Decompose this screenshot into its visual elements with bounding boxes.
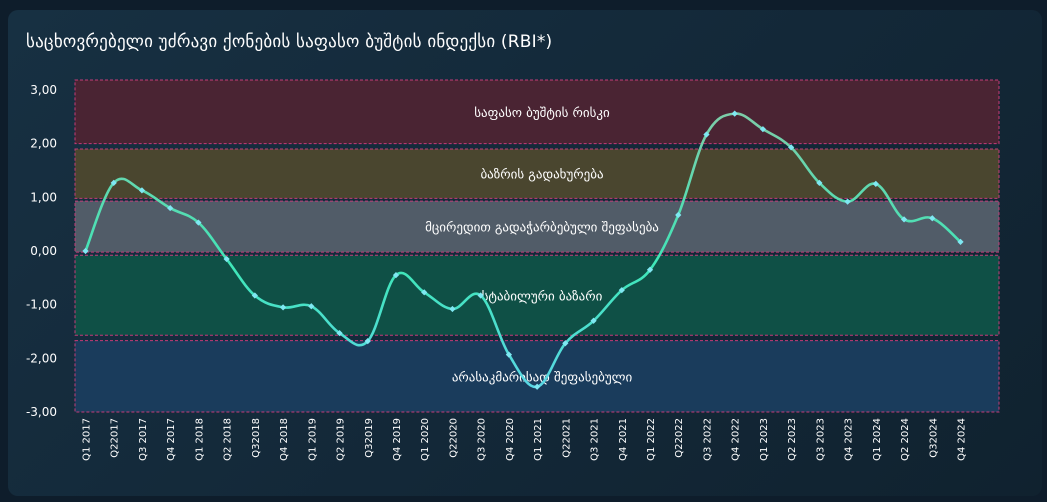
zone-label-1: ბაზრის გადახურება bbox=[480, 168, 603, 183]
zone-label-0: საფასო ბუშტის რისკი bbox=[474, 106, 610, 121]
data-point bbox=[449, 305, 456, 313]
data-point bbox=[251, 292, 258, 299]
x-tick-label: Q3 2022 bbox=[702, 418, 713, 461]
x-tick-label: Q4 2024 bbox=[957, 418, 968, 461]
x-tick-label: Q2 2019 bbox=[336, 418, 347, 461]
x-tick-label: Q4 2021 bbox=[618, 418, 629, 461]
data-point bbox=[279, 304, 287, 311]
data-point bbox=[505, 351, 512, 358]
data-point bbox=[392, 272, 400, 279]
x-tick-label: Q2 2018 bbox=[223, 418, 234, 461]
y-tick-label: 3,00 bbox=[30, 83, 57, 97]
zone-band-4 bbox=[74, 340, 1000, 413]
data-point bbox=[646, 266, 654, 273]
x-tick-label: Q22020 bbox=[448, 418, 459, 458]
zone-label-2: მცირედით გადაჭარბებული შეფასება bbox=[425, 221, 659, 236]
y-tick-label: -1,00 bbox=[26, 298, 57, 312]
y-tick-label: 0,00 bbox=[30, 244, 57, 258]
data-point bbox=[167, 204, 174, 212]
x-tick-label: Q32024 bbox=[928, 418, 939, 458]
x-tick-label: Q32018 bbox=[251, 418, 262, 458]
x-tick-label: Q4 2017 bbox=[166, 418, 177, 461]
zone-band-1 bbox=[74, 148, 1000, 199]
x-tick-label: Q1 2018 bbox=[194, 418, 205, 461]
x-tick-label: Q1 2024 bbox=[872, 418, 883, 461]
zone-band-2 bbox=[74, 200, 1000, 253]
rbi-series-line bbox=[84, 112, 962, 389]
x-tick-label: Q4 2020 bbox=[505, 418, 516, 461]
data-point bbox=[195, 219, 202, 226]
x-tick-label: Q3 2017 bbox=[138, 418, 149, 461]
zone-label-3: სტაბილური ბაზარი bbox=[482, 289, 603, 304]
x-tick-label: Q3 2023 bbox=[815, 418, 826, 461]
x-tick-label: Q4 2018 bbox=[279, 418, 290, 461]
data-point bbox=[477, 292, 484, 299]
x-tick-label: Q3 2020 bbox=[477, 418, 488, 461]
x-tick-label: Q22021 bbox=[561, 418, 572, 458]
x-tick-label: Q2 2023 bbox=[787, 418, 798, 461]
data-point bbox=[421, 289, 428, 296]
x-tick-label: Q1 2023 bbox=[759, 418, 770, 461]
x-tick-label: Q22017 bbox=[110, 418, 121, 458]
chart-title: საცხოვრებელი უძრავი ქონების საფასო ბუშტი… bbox=[26, 32, 553, 52]
data-point bbox=[364, 338, 371, 345]
y-tick-label: 1,00 bbox=[30, 190, 57, 204]
x-tick-label: Q4 2023 bbox=[844, 418, 855, 461]
x-tick-label: Q2 2024 bbox=[900, 418, 911, 461]
x-tick-label: Q4 2022 bbox=[731, 418, 742, 461]
x-tick-label: Q1 2020 bbox=[420, 418, 431, 461]
y-tick-label: -2,00 bbox=[26, 351, 57, 365]
zone-band-3 bbox=[74, 254, 1000, 336]
x-tick-label: Q1 2017 bbox=[82, 418, 93, 461]
y-tick-label: -3,00 bbox=[26, 405, 57, 419]
zone-band-0 bbox=[74, 79, 1000, 145]
zone-label-4: არასაკმარისად შეფასებული bbox=[452, 370, 633, 385]
x-tick-label: Q1 2021 bbox=[533, 418, 544, 461]
data-point bbox=[590, 317, 597, 324]
x-tick-label: Q1 2019 bbox=[307, 418, 318, 461]
x-tick-label: Q22022 bbox=[674, 418, 685, 458]
x-tick-label: Q1 2022 bbox=[646, 418, 657, 461]
data-point bbox=[336, 329, 343, 337]
x-tick-label: Q32019 bbox=[364, 418, 375, 458]
data-point bbox=[82, 247, 89, 255]
data-point bbox=[308, 303, 315, 310]
data-point bbox=[110, 179, 117, 186]
y-tick-label: 2,00 bbox=[30, 137, 57, 151]
x-tick-label: Q3 2021 bbox=[590, 418, 601, 461]
x-tick-label: Q4 2019 bbox=[392, 418, 403, 461]
